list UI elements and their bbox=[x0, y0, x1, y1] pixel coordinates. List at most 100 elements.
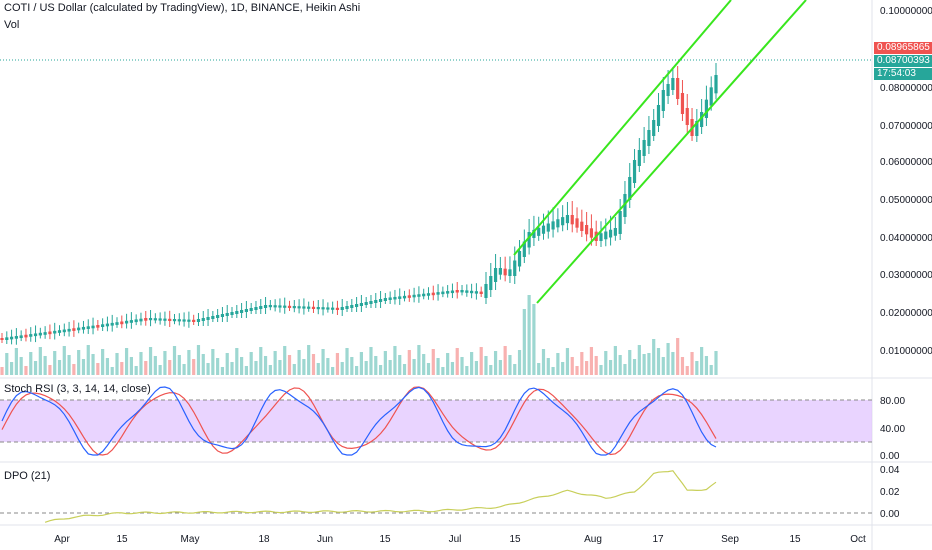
volume-bar bbox=[86, 345, 90, 375]
candle-body bbox=[628, 177, 632, 200]
channel-upper-line[interactable] bbox=[513, 0, 732, 256]
stoch-tick-label: 80.00 bbox=[880, 396, 905, 407]
volume-bar bbox=[374, 356, 378, 375]
volume-bar bbox=[441, 367, 445, 375]
channel-lower-line[interactable] bbox=[536, 0, 807, 304]
candle-body bbox=[254, 307, 258, 310]
candle-body bbox=[187, 319, 191, 322]
candle-body bbox=[513, 260, 517, 276]
candle-body bbox=[652, 120, 656, 136]
candle-body bbox=[632, 160, 637, 183]
volume-bar bbox=[67, 355, 71, 375]
candle-body bbox=[364, 302, 368, 305]
candle-body bbox=[369, 301, 373, 304]
candle-body bbox=[72, 328, 76, 331]
candle-body bbox=[311, 306, 316, 309]
candle-body bbox=[412, 294, 416, 298]
volume-bar bbox=[57, 360, 62, 375]
candle-body bbox=[680, 93, 685, 114]
volume-bar bbox=[623, 364, 627, 375]
volume-bar bbox=[148, 347, 153, 375]
volume-bar bbox=[647, 353, 651, 375]
volume-bar bbox=[302, 359, 306, 375]
volume-bar bbox=[690, 352, 694, 375]
candle-body bbox=[172, 319, 177, 322]
candle-body bbox=[561, 217, 565, 226]
candle-body bbox=[402, 295, 407, 299]
candle-body bbox=[24, 334, 28, 338]
candle-body bbox=[484, 284, 488, 298]
candle-body bbox=[613, 228, 617, 236]
volume-bar bbox=[628, 350, 632, 375]
candle-body bbox=[465, 290, 469, 293]
volume-bar bbox=[278, 360, 282, 375]
volume-bars bbox=[0, 295, 718, 375]
candle-body bbox=[148, 318, 153, 321]
price-tick-label: 0.03000000 bbox=[880, 270, 932, 281]
price-tick-label: 0.07000000 bbox=[880, 121, 932, 132]
candle-body bbox=[144, 318, 148, 321]
candle-body bbox=[326, 307, 330, 310]
candle-body bbox=[522, 241, 526, 257]
volume-bar bbox=[263, 356, 268, 375]
candle-body bbox=[393, 296, 397, 300]
countdown-tag: 17:54:03 bbox=[874, 68, 932, 80]
volume-bar bbox=[700, 347, 704, 375]
stoch-tick-label: 40.00 bbox=[880, 424, 905, 435]
candle-body bbox=[426, 293, 431, 296]
candle-body bbox=[0, 338, 4, 340]
volume-bar bbox=[340, 362, 344, 375]
volume-bar bbox=[642, 354, 646, 375]
volume-bar bbox=[29, 352, 33, 375]
candle-body bbox=[19, 335, 23, 339]
dpo-line bbox=[44, 470, 717, 523]
volume-bar bbox=[527, 295, 531, 375]
candle-body bbox=[273, 305, 277, 308]
time-tick-label: 18 bbox=[258, 534, 270, 545]
candle-body bbox=[407, 295, 411, 298]
volume-bar bbox=[239, 357, 244, 375]
candle-body bbox=[216, 315, 220, 318]
candle-body bbox=[81, 326, 86, 330]
candle-body bbox=[91, 325, 95, 329]
time-axis[interactable]: Apr 15 May 18 Jun 15 Jul 15 Aug 17 Sep 15 Oct bbox=[54, 534, 866, 545]
candle-body bbox=[139, 318, 143, 322]
candle-body bbox=[230, 312, 234, 315]
dpo-tick-label: 0.00 bbox=[880, 509, 900, 520]
candle-body bbox=[201, 318, 205, 321]
candle-body bbox=[546, 223, 550, 232]
volume-bar bbox=[153, 356, 157, 375]
price-axis[interactable]: 0.10000000 0.08000000 0.07000000 0.06000000… bbox=[880, 6, 932, 357]
candle-body bbox=[115, 322, 119, 325]
price-tick-label: 0.10000000 bbox=[880, 6, 932, 17]
volume-bar bbox=[676, 338, 680, 375]
candle-body bbox=[388, 297, 392, 300]
candle-body bbox=[287, 305, 292, 308]
candle-body bbox=[618, 211, 622, 234]
volume-bar bbox=[446, 353, 450, 375]
volume-bar bbox=[388, 360, 392, 375]
candle-body bbox=[498, 268, 502, 275]
volume-bar bbox=[508, 355, 512, 375]
volume-bar bbox=[201, 354, 205, 375]
candle-body bbox=[48, 331, 52, 335]
volume-bar bbox=[311, 354, 316, 375]
volume-bar bbox=[168, 360, 172, 375]
candle-body bbox=[474, 291, 479, 294]
candle-body bbox=[666, 84, 670, 96]
volume-bar bbox=[220, 367, 225, 375]
chart-title: COTI / US Dollar (calculated by TradingV… bbox=[4, 2, 361, 14]
volume-bar bbox=[249, 352, 253, 375]
candle-body bbox=[110, 322, 114, 326]
candle-body bbox=[177, 319, 181, 322]
volume-bar bbox=[580, 352, 584, 375]
volume-bar bbox=[479, 347, 483, 375]
volume-bar bbox=[599, 365, 603, 375]
volume-bar bbox=[489, 365, 493, 375]
volume-bar bbox=[532, 304, 536, 375]
volume-bar bbox=[565, 348, 570, 375]
candle-body bbox=[431, 292, 435, 296]
time-tick-label: 15 bbox=[116, 534, 128, 545]
volume-bar bbox=[273, 351, 277, 375]
